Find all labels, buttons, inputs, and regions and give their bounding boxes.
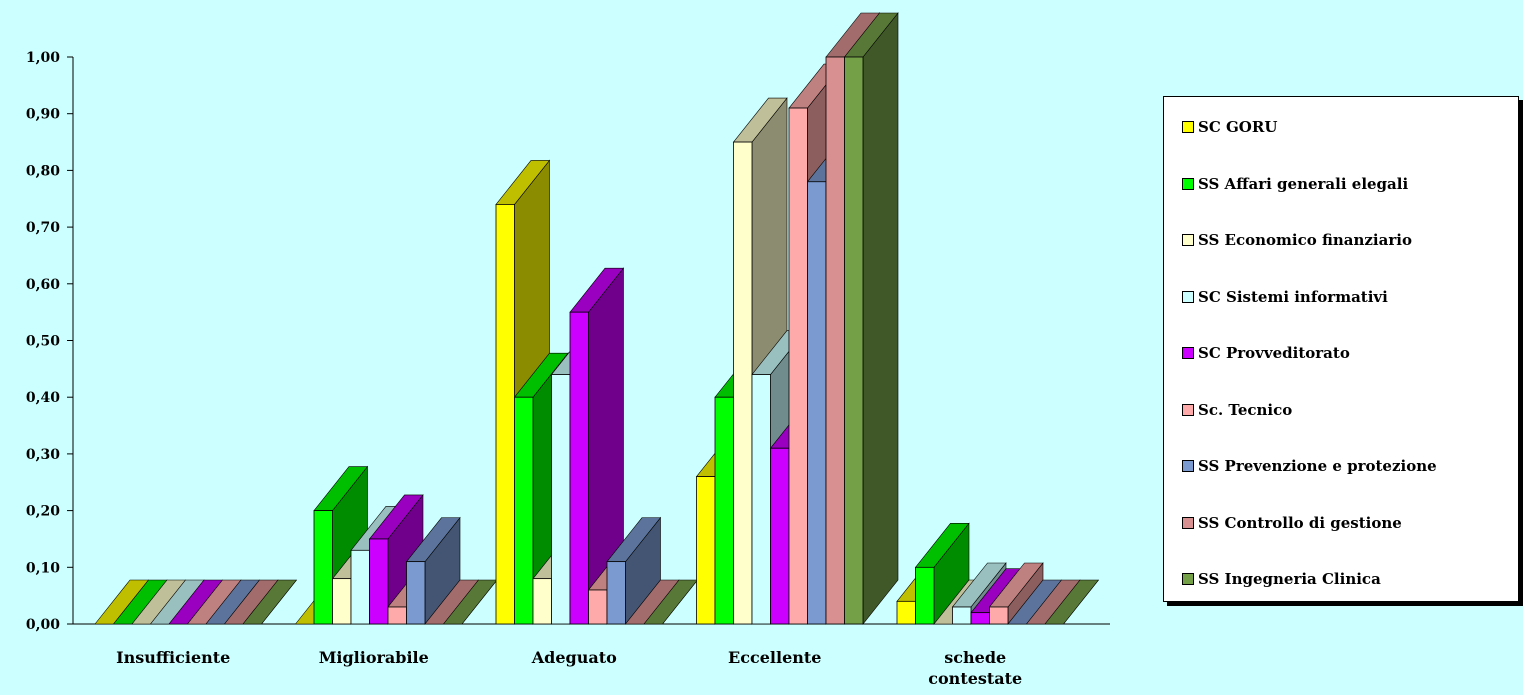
legend-label: SS Affari generali elegali bbox=[1198, 174, 1409, 193]
legend-item: SS Ingegneria Clinica bbox=[1182, 569, 1381, 589]
x-category-label: Migliorabile bbox=[319, 648, 429, 667]
legend-label: Sc. Tecnico bbox=[1198, 400, 1293, 419]
plot-area bbox=[94, 12, 1100, 625]
legend-item: SC Sistemi informativi bbox=[1182, 287, 1388, 307]
legend-swatch bbox=[1182, 347, 1194, 359]
legend-label: SC Sistemi informativi bbox=[1198, 287, 1388, 306]
y-tick-label: 0,60 bbox=[26, 277, 60, 293]
bar bbox=[843, 12, 899, 625]
legend-label: SS Controllo di gestione bbox=[1198, 513, 1402, 532]
legend-label: SC GORU bbox=[1198, 118, 1278, 136]
bar-group bbox=[94, 579, 298, 625]
bar-group bbox=[695, 12, 899, 625]
legend-swatch bbox=[1182, 403, 1194, 416]
y-tick-label: 0,20 bbox=[26, 504, 60, 520]
legend-swatch bbox=[1182, 516, 1194, 529]
x-category-label: schede bbox=[944, 648, 1006, 667]
y-tick-label: 0,00 bbox=[26, 617, 60, 633]
bar-group bbox=[294, 465, 498, 625]
legend-swatch bbox=[1182, 234, 1194, 246]
legend-item: SS Affari generali elegali bbox=[1182, 174, 1408, 194]
y-tick-label: 0,40 bbox=[26, 390, 60, 406]
legend: SC GORU SS Affari generali elegali SS Econ… bbox=[1163, 96, 1519, 602]
x-category-label: Insufficiente bbox=[116, 648, 230, 667]
legend-swatch bbox=[1182, 460, 1194, 472]
bar bbox=[914, 522, 970, 625]
legend-swatch bbox=[1182, 290, 1194, 303]
legend-item: SC Provveditorato bbox=[1182, 343, 1350, 363]
legend-label: SS Economico finanziario bbox=[1198, 231, 1412, 249]
y-tick-label: 0,70 bbox=[26, 220, 60, 236]
legend-item: SS Controllo di gestione bbox=[1182, 513, 1402, 533]
legend-item: SC GORU bbox=[1182, 117, 1277, 137]
x-axis-labels: Insufficiente Migliorabile Adeguato Eccelle… bbox=[116, 648, 1022, 688]
legend-swatch bbox=[1182, 177, 1194, 190]
bar-group bbox=[495, 159, 699, 625]
y-tick-label: 0,30 bbox=[26, 447, 60, 463]
y-axis: 0,00 0,10 0,20 0,30 0,40 0,50 0,60 0,70 0,80 0,90… bbox=[26, 50, 1110, 633]
y-tick-label: 0,10 bbox=[26, 560, 60, 576]
bar bbox=[988, 562, 1044, 625]
x-category-label: contestate bbox=[928, 669, 1022, 688]
x-category-label: Eccellente bbox=[728, 648, 821, 667]
legend-swatch bbox=[1182, 121, 1194, 133]
bar bbox=[368, 494, 424, 625]
legend-label: SS Ingegneria Clinica bbox=[1198, 570, 1381, 588]
legend-item: SS Prevenzione e protezione bbox=[1182, 456, 1437, 476]
y-tick-label: 0,50 bbox=[26, 334, 60, 350]
legend-item: SS Economico finanziario bbox=[1182, 230, 1412, 250]
bar bbox=[242, 579, 298, 625]
legend-item: Sc. Tecnico bbox=[1182, 400, 1292, 420]
legend-label: SS Prevenzione e protezione bbox=[1198, 457, 1437, 475]
legend-swatch bbox=[1182, 573, 1194, 585]
legend-label: SC Provveditorato bbox=[1198, 344, 1350, 362]
y-tick-label: 0,80 bbox=[26, 163, 60, 179]
bar-group bbox=[896, 522, 1100, 625]
bar bbox=[405, 516, 461, 625]
bar bbox=[606, 516, 662, 625]
x-category-label: Adeguato bbox=[531, 648, 617, 667]
y-tick-label: 1,00 bbox=[26, 50, 60, 66]
bar bbox=[1044, 579, 1100, 625]
y-tick-label: 0,90 bbox=[26, 107, 60, 123]
